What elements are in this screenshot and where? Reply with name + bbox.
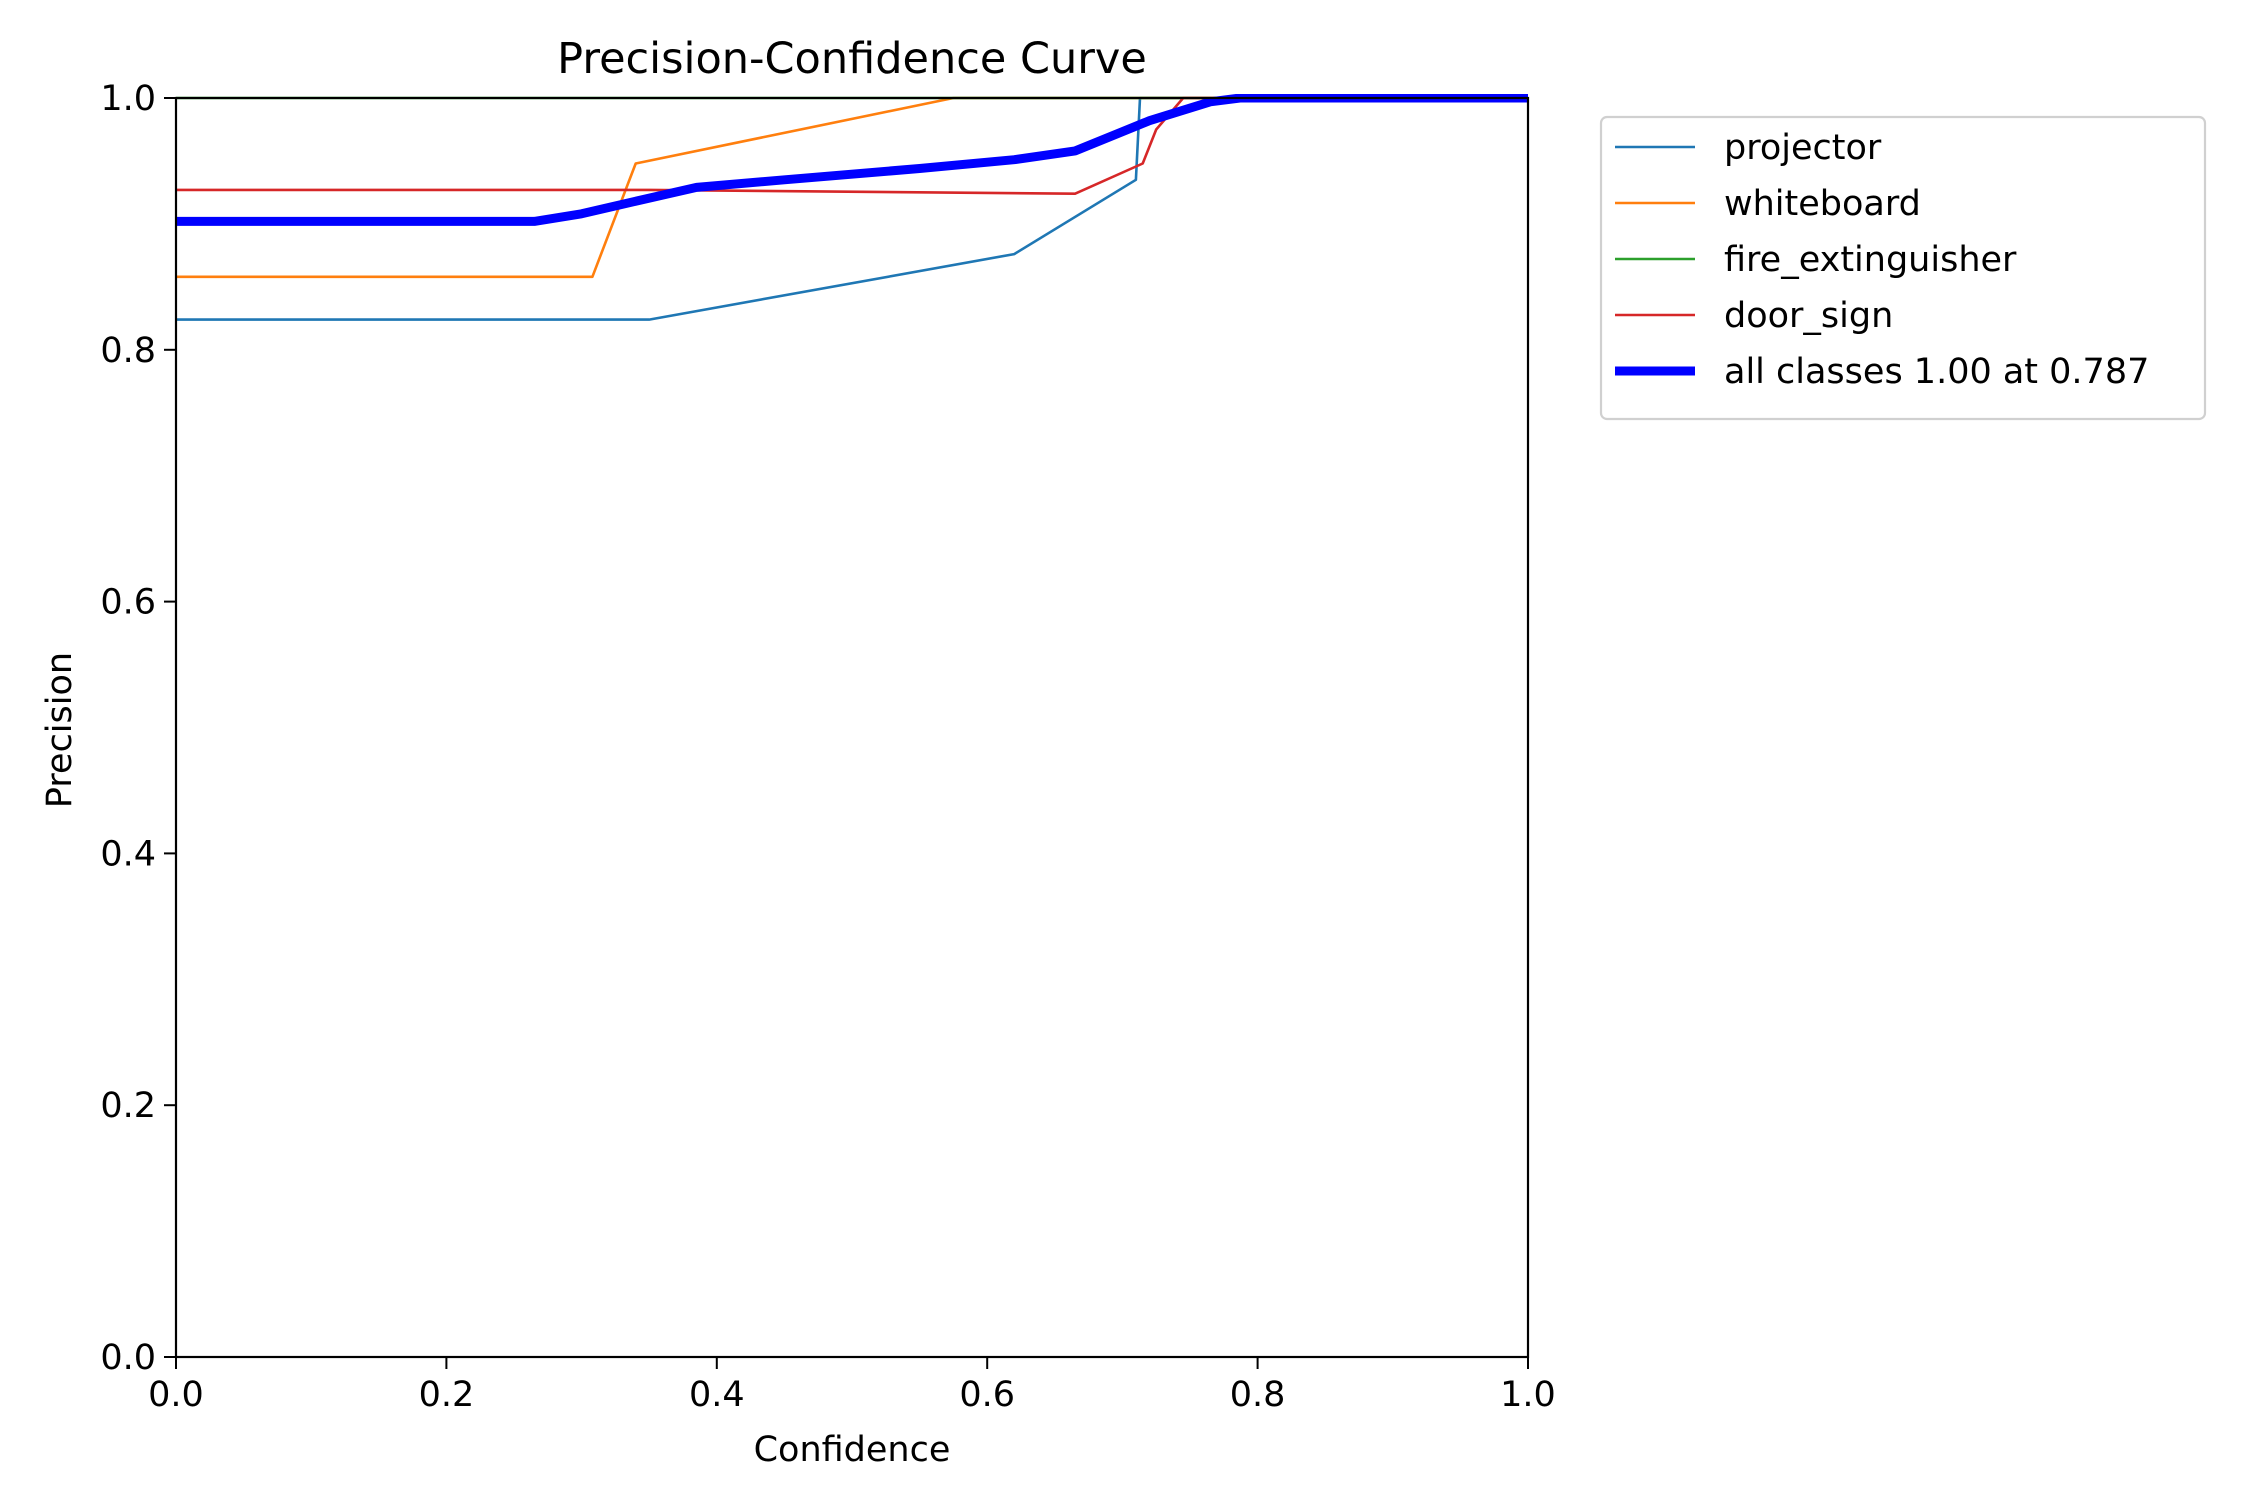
series-line-projector <box>176 96 1528 321</box>
y-tick-label: 1.0 <box>100 79 156 119</box>
y-tick-label: 0.4 <box>100 834 156 874</box>
y-tick-label: 0.0 <box>100 1338 156 1378</box>
legend: projector whiteboard fire_extinguisherdoor… <box>1599 115 2207 421</box>
y-tick-label: 0.8 <box>100 331 156 371</box>
legend-label: whiteboard <box>1724 184 1921 224</box>
x-tick-label: 0.4 <box>689 1375 745 1415</box>
chart-title: Precision-Confidence Curve <box>557 34 1147 84</box>
legend-label: fire_extinguisher <box>1724 240 2017 280</box>
legend-label: door_sign <box>1724 296 1893 336</box>
legend-box <box>1599 115 2207 421</box>
x-tick-label: 0.6 <box>959 1375 1015 1415</box>
x-axis-label: Confidence <box>754 1430 951 1470</box>
x-tick-label: 0.2 <box>419 1375 475 1415</box>
legend-label: projector <box>1724 128 1882 168</box>
y-axis-label: Precision <box>40 652 80 808</box>
y-tick-label: 0.2 <box>100 1086 156 1126</box>
x-tick-label: 1.0 <box>1500 1375 1556 1415</box>
plot-area <box>176 94 1528 321</box>
series-line-whiteboard <box>176 96 1528 279</box>
series-line-door-sign <box>176 96 1528 195</box>
axes-frame <box>174 96 1530 1359</box>
legend-label: all classes 1.00 at 0.787 <box>1724 352 2149 392</box>
x-tick-label: 0.0 <box>148 1375 204 1415</box>
x-tick-label: 0.8 <box>1230 1375 1286 1415</box>
series-line-all-classes-1-00-at-0-787 <box>176 94 1528 226</box>
y-tick-label: 0.6 <box>100 583 156 623</box>
axes: 0.0 0.2 0.4 0.6 0.8 1.0 0.0 0.2 0.4 0.6 0.8 1.0 <box>100 79 1556 1415</box>
